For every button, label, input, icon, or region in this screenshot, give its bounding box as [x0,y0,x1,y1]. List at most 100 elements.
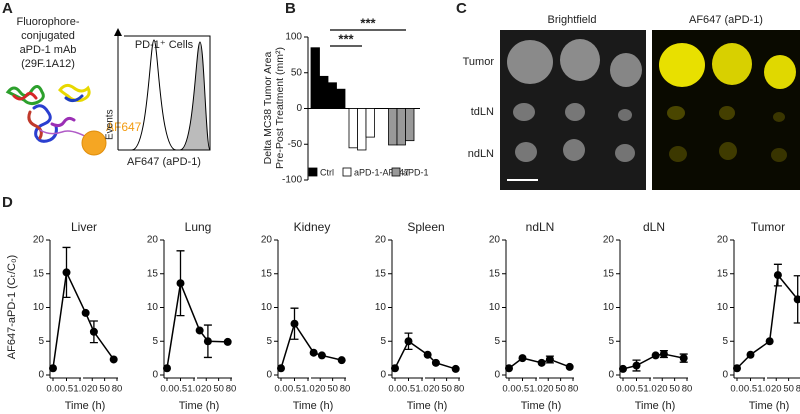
x-tick-label: 0.5 [744,384,757,395]
data-point [163,364,171,373]
data-point [505,364,513,373]
bar [348,108,358,149]
x-axis-label: Time (h) [635,400,676,412]
legend-label: aPD-1-AF647 [354,167,409,177]
column-title: Brightfield [548,14,597,26]
x-tick-label: 20 [87,384,98,395]
x-tick-label: 50 [213,384,224,395]
bar [336,88,346,109]
y-tick-label: 15 [261,268,273,279]
y-tick-label: 15 [375,268,387,279]
y-axis-label: Events [105,109,116,140]
x-tick-label: 0.5 [288,384,301,395]
legend-label: aPD-1 [403,167,429,177]
bar [310,47,320,109]
panel-label: B [285,0,296,17]
x-axis-label: Time (h) [521,400,562,412]
x-tick-label: 1.0 [187,384,200,395]
y-tick-label: 5 [494,336,500,347]
x-tick-label: 0.5 [516,384,529,395]
data-point [746,350,755,359]
text-line: Fluorophore- [17,16,80,28]
x-axis-label: Time (h) [179,400,220,412]
data-line [736,273,799,369]
data-point [62,268,71,277]
chart-title: ndLN [526,220,555,234]
chart-title: Liver [71,220,97,234]
chart-title: Tumor [751,220,785,234]
data-line [166,280,228,369]
x-axis-label: Time (h) [293,400,334,412]
data-point [659,350,668,359]
y-tick-label: 0 [152,370,158,381]
x-tick-label: 0.0 [160,384,173,395]
chart-title: Kidney [294,220,331,234]
data-point [765,337,774,346]
y-tick-label: 5 [266,336,272,347]
data-point [451,364,460,373]
legend-swatch [391,167,401,177]
histogram [114,28,211,151]
text-line: (29F.1A12) [21,58,75,70]
antibody-structure [5,83,93,143]
text-line: conjugated [21,30,75,42]
x-tick-label: 1.0 [643,384,656,395]
y-tick-label: 5 [152,336,158,347]
y-tick-label: 10 [147,302,159,313]
y-tick-label: 0 [494,370,500,381]
x-tick-label: 0.5 [402,384,415,395]
significance-label: *** [338,31,354,46]
data-point [431,358,440,367]
x-tick-label: 1.0 [757,384,770,395]
data-point [793,295,800,304]
panel-label: D [2,194,13,211]
x-tick-label: 1.0 [301,384,314,395]
data-point [651,351,660,360]
column-title: AF647 (aPD-1) [689,14,763,26]
x-tick-label: 0.0 [274,384,287,395]
chart-title: Lung [185,220,212,234]
data-point [81,308,90,317]
y-tick-label: 10 [489,302,501,313]
data-point [733,364,741,373]
text-line: aPD-1 mAb [20,44,77,56]
x-tick-label: 0.0 [730,384,743,395]
image-fluorescence [652,30,800,190]
y-tick-label: 5 [380,336,386,347]
chart-title: dLN [643,220,665,234]
data-point [632,361,641,370]
y-tick-label: -50 [288,139,303,150]
data-point [277,364,285,373]
x-tick-label: 20 [315,384,326,395]
data-point [773,271,782,280]
data-line [52,269,115,369]
y-tick-label: 20 [489,235,501,246]
x-tick-label: 20 [429,384,440,395]
y-tick-label: 0 [380,370,386,381]
data-point [565,362,574,371]
data-point [317,351,326,360]
x-tick-label: 80 [112,384,123,395]
y-tick-label: 5 [608,336,614,347]
x-axis-label: Time (h) [65,400,106,412]
panel-label: A [2,0,13,17]
data-point [337,356,346,365]
panel-label: C [456,0,467,17]
x-tick-label: 0.0 [388,384,401,395]
x-tick-label: 80 [796,384,800,395]
bar [327,82,337,109]
row-title: Tumor [463,56,495,68]
y-axis-label: Delta MC38 Tumor Area [262,52,274,165]
y-tick-label: 50 [291,67,303,78]
y-tick-label: 0 [296,103,302,114]
histogram-title: PD-1⁺ Cells [135,39,194,51]
data-point [89,327,98,336]
y-tick-label: 20 [147,235,159,246]
x-tick-label: 20 [201,384,212,395]
x-tick-label: 0.0 [46,384,59,395]
x-tick-label: 50 [327,384,338,395]
x-axis-label: AF647 (aPD-1) [127,156,201,168]
data-point [404,337,413,346]
x-tick-label: 50 [99,384,110,395]
